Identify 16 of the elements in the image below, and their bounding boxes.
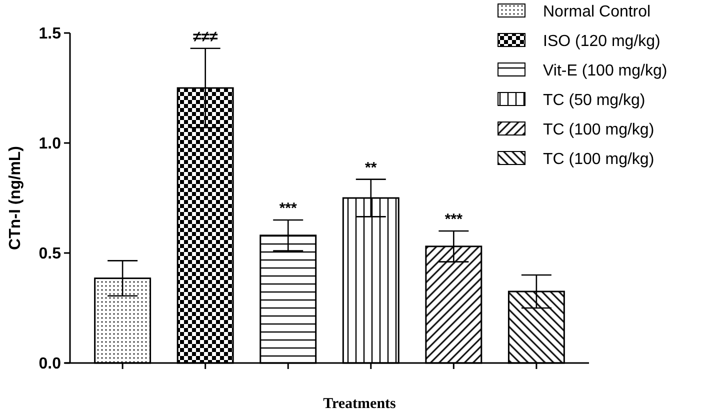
legend-label: ISO (120 mg/kg) xyxy=(543,33,660,50)
y-axis-title: CTn-I (ng/mL) xyxy=(7,146,24,250)
legend-label: TC (100 mg/kg) xyxy=(543,151,654,168)
legend-label: TC (50 mg/kg) xyxy=(543,92,646,110)
legend-label: Normal Control xyxy=(543,4,651,21)
y-tick-label: 1.0 xyxy=(38,136,62,153)
legend-label: TC (100 mg/kg) xyxy=(543,122,654,139)
y-tick-label: 0.0 xyxy=(38,356,62,373)
data-label: *** xyxy=(444,211,463,228)
y-tick-label: 0.5 xyxy=(38,246,62,263)
legend-label: Vit-E (100 mg/kg) xyxy=(543,62,668,80)
y-tick-label: 1.5 xyxy=(38,26,62,43)
data-label: ** xyxy=(365,159,377,176)
data-label: ≠≠≠ xyxy=(192,28,218,46)
x-axis-title: Treatments xyxy=(323,396,396,412)
data-label: *** xyxy=(279,200,298,217)
